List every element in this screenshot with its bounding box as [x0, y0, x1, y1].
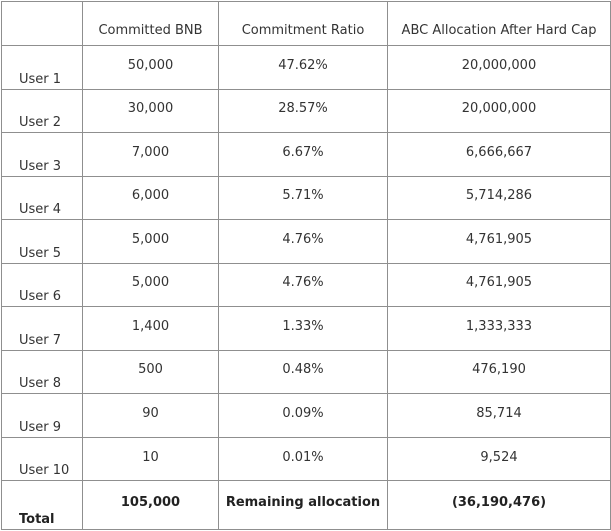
commitment-ratio-cell: 0.48%	[218, 349, 388, 395]
table-row: User 9 90 0.09% 85,714	[1, 393, 611, 438]
total-committed-bnb: 105,000	[82, 480, 219, 530]
abc-allocation-cell: 85,714	[387, 393, 611, 438]
user-label: User 3	[1, 132, 83, 177]
user-label: User 8	[1, 349, 83, 395]
committed-bnb-cell: 6,000	[82, 175, 219, 221]
table-row: User 8 500 0.48% 476,190	[1, 349, 611, 395]
commitment-ratio-cell: 6.67%	[218, 132, 388, 177]
user-label: User 10	[1, 436, 83, 482]
user-label: User 5	[1, 219, 83, 264]
committed-bnb-cell: 50,000	[82, 45, 219, 90]
user-label: User 1	[1, 45, 83, 90]
commitment-ratio-cell: 0.09%	[218, 393, 388, 438]
committed-bnb-cell: 5,000	[82, 262, 219, 308]
table-body: User 1 50,000 47.62% 20,000,000 User 2 3…	[1, 45, 611, 530]
header-row: Committed BNB Commitment Ratio ABC Alloc…	[1, 1, 611, 46]
table-row: User 3 7,000 6.67% 6,666,667	[1, 132, 611, 177]
table-header: Committed BNB Commitment Ratio ABC Alloc…	[1, 1, 611, 46]
abc-allocation-cell: 20,000,000	[387, 88, 611, 134]
user-label: User 2	[1, 88, 83, 134]
user-label: User 9	[1, 393, 83, 438]
commitment-ratio-cell: 5.71%	[218, 175, 388, 221]
user-label: User 6	[1, 262, 83, 308]
total-label: Total	[1, 480, 83, 530]
user-label: User 7	[1, 306, 83, 351]
header-abc-allocation: ABC Allocation After Hard Cap	[387, 1, 611, 46]
abc-allocation-cell: 6,666,667	[387, 132, 611, 177]
header-empty-cell	[1, 1, 83, 46]
commitment-ratio-cell: 1.33%	[218, 306, 388, 351]
header-commitment-ratio: Commitment Ratio	[218, 1, 388, 46]
user-label: User 4	[1, 175, 83, 221]
abc-allocation-cell: 4,761,905	[387, 262, 611, 308]
remaining-allocation-value: (36,190,476)	[387, 480, 611, 530]
commitment-ratio-cell: 28.57%	[218, 88, 388, 134]
committed-bnb-cell: 30,000	[82, 88, 219, 134]
abc-allocation-cell: 4,761,905	[387, 219, 611, 264]
table-row: User 7 1,400 1.33% 1,333,333	[1, 306, 611, 351]
abc-allocation-cell: 476,190	[387, 349, 611, 395]
abc-allocation-cell: 9,524	[387, 436, 611, 482]
committed-bnb-cell: 10	[82, 436, 219, 482]
commitment-ratio-cell: 4.76%	[218, 262, 388, 308]
commitment-ratio-cell: 4.76%	[218, 219, 388, 264]
table-row: User 1 50,000 47.62% 20,000,000	[1, 45, 611, 90]
table-row: User 4 6,000 5.71% 5,714,286	[1, 175, 611, 221]
committed-bnb-cell: 1,400	[82, 306, 219, 351]
committed-bnb-cell: 5,000	[82, 219, 219, 264]
header-committed-bnb: Committed BNB	[82, 1, 219, 46]
abc-allocation-cell: 5,714,286	[387, 175, 611, 221]
committed-bnb-cell: 500	[82, 349, 219, 395]
committed-bnb-cell: 7,000	[82, 132, 219, 177]
abc-allocation-cell: 20,000,000	[387, 45, 611, 90]
table-row: User 5 5,000 4.76% 4,761,905	[1, 219, 611, 264]
committed-bnb-cell: 90	[82, 393, 219, 438]
table-row: User 2 30,000 28.57% 20,000,000	[1, 88, 611, 134]
table-row: User 6 5,000 4.76% 4,761,905	[1, 262, 611, 308]
commitment-ratio-cell: 0.01%	[218, 436, 388, 482]
table-row: User 10 10 0.01% 9,524	[1, 436, 611, 482]
commitment-ratio-cell: 47.62%	[218, 45, 388, 90]
total-row: Total 105,000 Remaining allocation (36,1…	[1, 480, 611, 530]
abc-allocation-cell: 1,333,333	[387, 306, 611, 351]
remaining-allocation-label: Remaining allocation	[218, 480, 388, 530]
